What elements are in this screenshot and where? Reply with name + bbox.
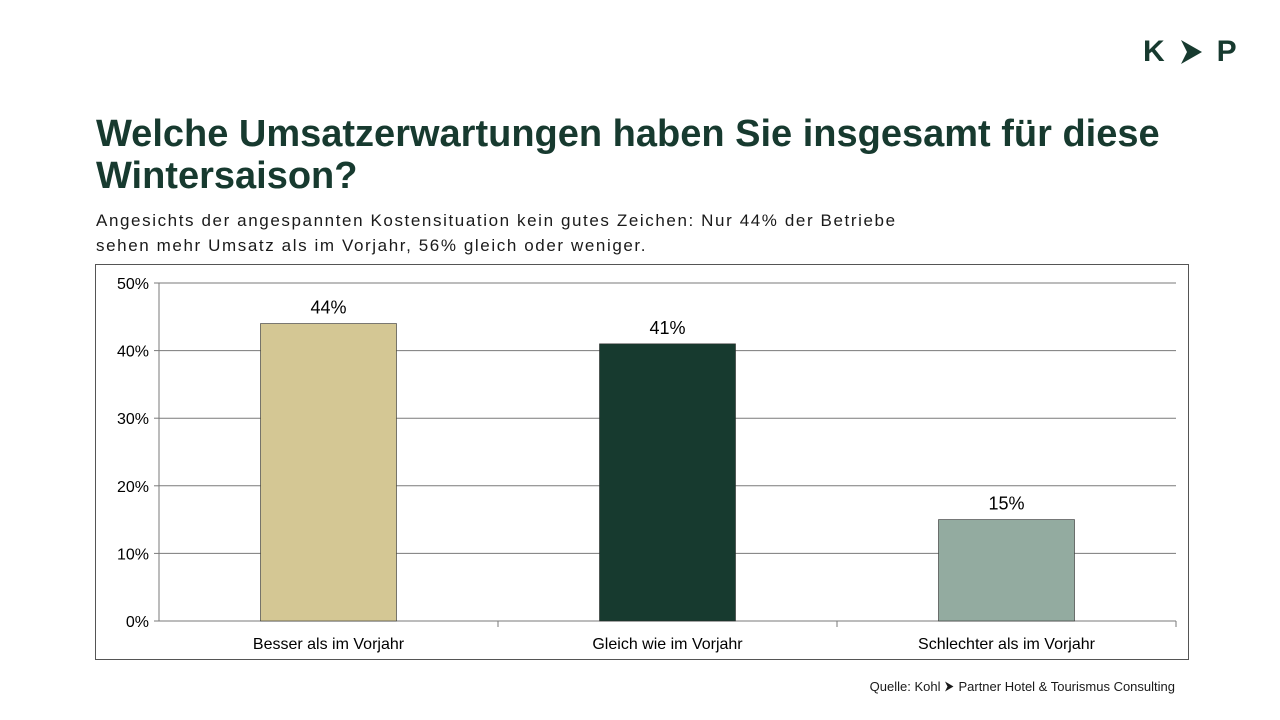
- bar: [599, 343, 736, 622]
- source-suffix: Partner Hotel & Tourismus Consulting: [958, 679, 1175, 694]
- y-tick-label: 50%: [117, 276, 149, 293]
- source-note: Quelle: Kohl Partner Hotel & Tourismus C…: [870, 679, 1175, 694]
- logo-letter-p: P: [1216, 35, 1237, 68]
- x-tick-label: Besser als im Vorjahr: [253, 636, 405, 653]
- x-tick-label: Gleich wie im Vorjahr: [592, 636, 743, 653]
- bar: [260, 323, 397, 622]
- y-tick-label: 40%: [117, 344, 149, 361]
- x-tick-label: Schlechter als im Vorjahr: [918, 636, 1096, 653]
- source-prefix: Quelle: Kohl: [869, 679, 941, 694]
- logo-letter-k: K: [1143, 35, 1165, 68]
- page-subtitle: Angesichts der angespannten Kostensituat…: [96, 211, 897, 255]
- source-chevron-icon: [945, 681, 954, 692]
- y-tick-label: 30%: [117, 411, 149, 428]
- data-label: 41%: [649, 318, 685, 338]
- y-tick-label: 20%: [117, 479, 149, 496]
- bar-chart: 0% 10% 20% 30% 40% 50% 44% Besser als im Vorjah…: [117, 276, 1177, 653]
- data-label: 15%: [988, 494, 1024, 514]
- logo-chevron-icon: [1180, 40, 1202, 64]
- page-title: Welche Umsatzerwartungen haben Sie insge…: [96, 113, 1160, 197]
- bar: [938, 519, 1075, 622]
- y-tick-label: 10%: [117, 546, 149, 563]
- chart-frame: 0% 10% 20% 30% 40% 50% 44% Besser als im Vorjah…: [95, 264, 1189, 660]
- data-label: 44%: [310, 298, 346, 318]
- kp-logo: K P: [1143, 35, 1243, 68]
- y-tick-label: 0%: [126, 614, 149, 631]
